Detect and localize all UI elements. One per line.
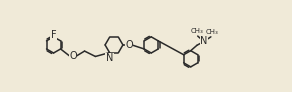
Text: CH₃: CH₃ <box>191 28 203 34</box>
Text: N: N <box>200 36 208 46</box>
Text: O: O <box>125 40 133 50</box>
Text: CH₃: CH₃ <box>205 29 218 35</box>
Text: F: F <box>51 30 56 40</box>
Text: O: O <box>69 51 77 61</box>
Text: N: N <box>106 53 113 63</box>
